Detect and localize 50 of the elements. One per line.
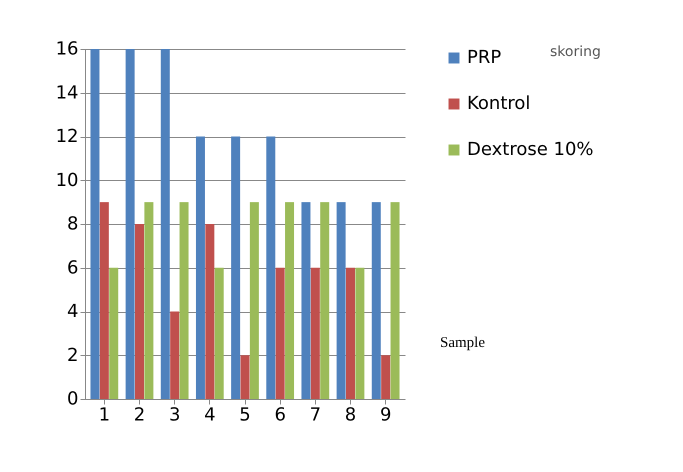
bar (336, 202, 346, 399)
x-tick-label: 5 (239, 404, 251, 426)
x-tick-label: 8 (344, 404, 356, 426)
bar (355, 268, 364, 399)
bar (109, 268, 118, 399)
bar (214, 268, 224, 399)
y-tick-label: 0 (67, 388, 78, 410)
y-tick-label: 6 (67, 257, 78, 278)
bar (100, 202, 109, 399)
bar (372, 202, 381, 399)
legend-label: PRP (467, 47, 502, 68)
y-tick-label: 14 (56, 82, 78, 104)
y-tick-label: 4 (67, 301, 78, 322)
bar (301, 202, 310, 399)
legend-label: Dextrose 10% (467, 139, 594, 160)
bar (144, 202, 154, 399)
y-tick-label: 2 (67, 344, 78, 366)
bar (320, 202, 330, 399)
legend-label: Kontrol (467, 93, 530, 114)
y-tick-label: 12 (56, 126, 78, 147)
x-tick-label: 2 (134, 404, 146, 426)
bar (160, 49, 170, 399)
text: Sample (440, 335, 485, 352)
bar (381, 355, 390, 399)
bar (240, 355, 250, 399)
bar (231, 136, 240, 399)
bar (310, 268, 320, 399)
x-tick-label: 6 (274, 404, 286, 426)
x-tick-label: 9 (380, 404, 392, 426)
bar (180, 202, 189, 399)
bar (285, 202, 294, 399)
bar (126, 49, 135, 399)
x-tick-label: 3 (168, 404, 180, 426)
x-tick-label: 4 (204, 404, 216, 426)
y-tick-label: 8 (67, 214, 78, 234)
bar (276, 268, 285, 399)
x-tick-label: 7 (310, 404, 322, 426)
bar (250, 202, 259, 399)
text: skoring (550, 44, 601, 60)
bar (205, 224, 214, 399)
y-tick-label: 10 (56, 170, 78, 191)
bar (170, 312, 180, 399)
x-tick-label: 1 (98, 404, 110, 426)
bar (390, 202, 400, 399)
bar (266, 136, 276, 399)
bar (196, 136, 205, 399)
bar (135, 224, 144, 399)
bar (90, 49, 100, 399)
bar (346, 268, 355, 399)
y-tick-label: 16 (56, 38, 78, 60)
